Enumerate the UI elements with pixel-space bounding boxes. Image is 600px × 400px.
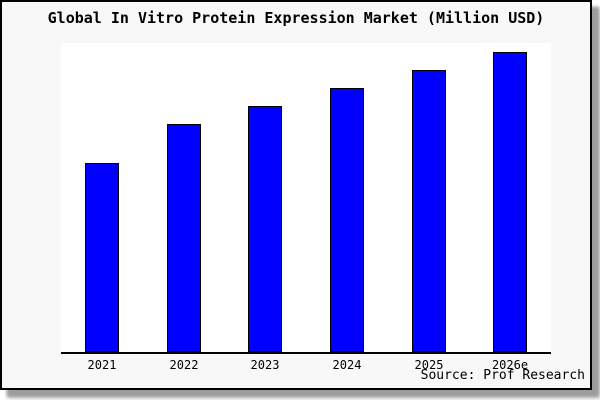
x-axis-labels: 2021 2022 2023 2024 2025 2026e: [61, 358, 551, 374]
x-tick-label-2025: 2025: [414, 358, 444, 372]
bar-2026e: [493, 52, 527, 352]
x-tick-label-2024: 2024: [332, 358, 362, 372]
bar-2022: [167, 124, 201, 352]
x-tick-label-2022: 2022: [169, 358, 199, 372]
plot-area: [61, 43, 551, 354]
bar-2023: [248, 106, 282, 352]
chart-frame: Global In Vitro Protein Expression Marke…: [0, 0, 592, 390]
x-tick-label-2023: 2023: [250, 358, 280, 372]
x-tick-label-2021: 2021: [87, 358, 117, 372]
bar-2024: [330, 88, 364, 352]
source-credit: Source: Prof Research: [420, 368, 585, 383]
x-tick-label-2026e: 2026e: [491, 358, 529, 372]
bar-2021: [85, 163, 119, 352]
bar-2025: [412, 70, 446, 352]
chart-title: Global In Vitro Protein Expression Marke…: [47, 9, 545, 27]
